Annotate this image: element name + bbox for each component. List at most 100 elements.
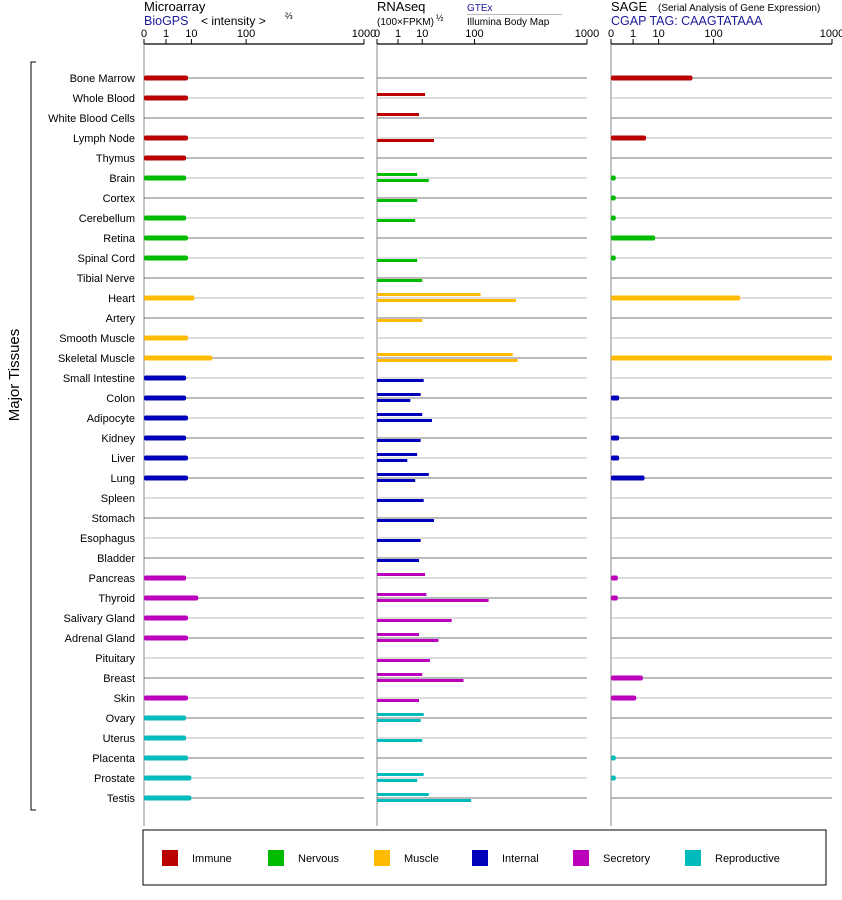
bar bbox=[377, 199, 418, 202]
tissue-label: Bone Marrow bbox=[70, 73, 135, 85]
tissue-label: Lung bbox=[111, 473, 135, 485]
bar bbox=[377, 633, 419, 636]
tissue-label: Skin bbox=[114, 693, 135, 705]
tissue-label: Testis bbox=[107, 793, 136, 805]
bar bbox=[144, 775, 192, 781]
bar bbox=[144, 715, 187, 721]
bar bbox=[377, 293, 481, 296]
panel-sage: SAGE (Serial Analysis of Gene Expression)… bbox=[608, 0, 842, 826]
bar bbox=[377, 539, 421, 542]
legend-item-muscle: Muscle bbox=[374, 850, 439, 866]
bar bbox=[611, 255, 616, 261]
bar bbox=[144, 695, 188, 701]
bar bbox=[377, 93, 426, 96]
bar bbox=[144, 755, 188, 761]
bar bbox=[377, 573, 426, 576]
bar bbox=[377, 359, 518, 362]
bar bbox=[377, 739, 423, 742]
tissue-label: Stomach bbox=[92, 513, 135, 525]
bar bbox=[144, 295, 195, 301]
tissue-label: Artery bbox=[106, 313, 136, 325]
gtex-label: GTEx bbox=[467, 3, 493, 14]
bar bbox=[144, 475, 188, 481]
bar bbox=[611, 215, 616, 221]
bar bbox=[144, 95, 188, 101]
x-tick-label: 1 bbox=[163, 28, 169, 40]
bar bbox=[611, 75, 693, 81]
tissue-label: Cortex bbox=[103, 193, 136, 205]
bar bbox=[144, 215, 187, 221]
bar bbox=[144, 635, 188, 641]
x-tick-label: 1 bbox=[630, 28, 636, 40]
bar bbox=[377, 479, 416, 482]
bar bbox=[377, 473, 429, 476]
tissue-label: Kidney bbox=[101, 433, 135, 445]
legend-item-nervous: Nervous bbox=[268, 850, 339, 866]
tissue-label: Colon bbox=[106, 393, 135, 405]
tissue-label: Small Intestine bbox=[63, 373, 135, 385]
x-tick-label: 1000 bbox=[575, 28, 599, 40]
panel-title: Microarray bbox=[144, 0, 206, 14]
panel-rnaseq: RNAseq (100×FPKM) ½ GTEx Illumina Body Map 0 1… bbox=[374, 0, 599, 826]
panel-subtitle: CGAP TAG: CAAGTATAAA bbox=[611, 14, 763, 28]
y-axis-label: Major Tissues bbox=[6, 329, 23, 422]
bar bbox=[377, 599, 489, 602]
legend-swatch bbox=[162, 850, 178, 866]
legend-box bbox=[142, 829, 827, 886]
legend-label: Reproductive bbox=[715, 853, 780, 865]
bar bbox=[377, 379, 424, 382]
tissue-label: Smooth Muscle bbox=[59, 333, 135, 345]
tissue-label: Spinal Cord bbox=[78, 253, 135, 265]
legend-item-secretory: Secretory bbox=[573, 850, 651, 866]
panel-unit: < intensity > bbox=[201, 14, 266, 28]
bar bbox=[377, 639, 439, 642]
bar bbox=[377, 259, 418, 262]
bar bbox=[611, 395, 620, 401]
legend-swatch bbox=[573, 850, 589, 866]
bar bbox=[144, 175, 187, 181]
bar bbox=[611, 235, 656, 241]
bar bbox=[377, 559, 419, 562]
bar bbox=[611, 175, 616, 181]
bar bbox=[144, 75, 188, 81]
tissue-label: Adipocyte bbox=[87, 413, 135, 425]
bar bbox=[377, 179, 429, 182]
tissue-label: Brain bbox=[109, 173, 135, 185]
series-sage bbox=[611, 75, 832, 781]
bar bbox=[377, 793, 429, 796]
tissue-label: Retina bbox=[103, 233, 136, 245]
x-tick-label: 10 bbox=[652, 28, 664, 40]
tissue-label: Thyroid bbox=[98, 593, 135, 605]
bar bbox=[377, 773, 424, 776]
x-tick-label: 0 bbox=[374, 28, 380, 40]
bar bbox=[144, 415, 188, 421]
x-tick-label: 0 bbox=[141, 28, 147, 40]
bar bbox=[377, 399, 411, 402]
bar bbox=[377, 779, 418, 782]
x-tick-label: 1 bbox=[395, 28, 401, 40]
tissue-label: Esophagus bbox=[80, 533, 136, 545]
bar bbox=[144, 795, 192, 801]
bar bbox=[611, 755, 616, 761]
bar bbox=[144, 615, 188, 621]
panel-title: SAGE bbox=[611, 0, 647, 14]
legend-item-reproductive: Reproductive bbox=[685, 850, 780, 866]
tissue-label: Tibial Nerve bbox=[77, 273, 135, 285]
legend-swatch bbox=[472, 850, 488, 866]
bar bbox=[611, 135, 647, 141]
tissue-label: Prostate bbox=[94, 773, 135, 785]
tissue-label: Skeletal Muscle bbox=[58, 353, 135, 365]
tissue-label: Ovary bbox=[106, 713, 136, 725]
bar bbox=[144, 575, 187, 581]
bar bbox=[377, 219, 416, 222]
bar bbox=[377, 393, 421, 396]
bar bbox=[377, 319, 423, 322]
x-tick-label: 100 bbox=[465, 28, 483, 40]
bar bbox=[377, 719, 421, 722]
bar bbox=[377, 453, 418, 456]
bar bbox=[377, 799, 472, 802]
bar bbox=[377, 413, 423, 416]
legend-label: Nervous bbox=[298, 853, 339, 865]
tissue-label: White Blood Cells bbox=[48, 113, 135, 125]
